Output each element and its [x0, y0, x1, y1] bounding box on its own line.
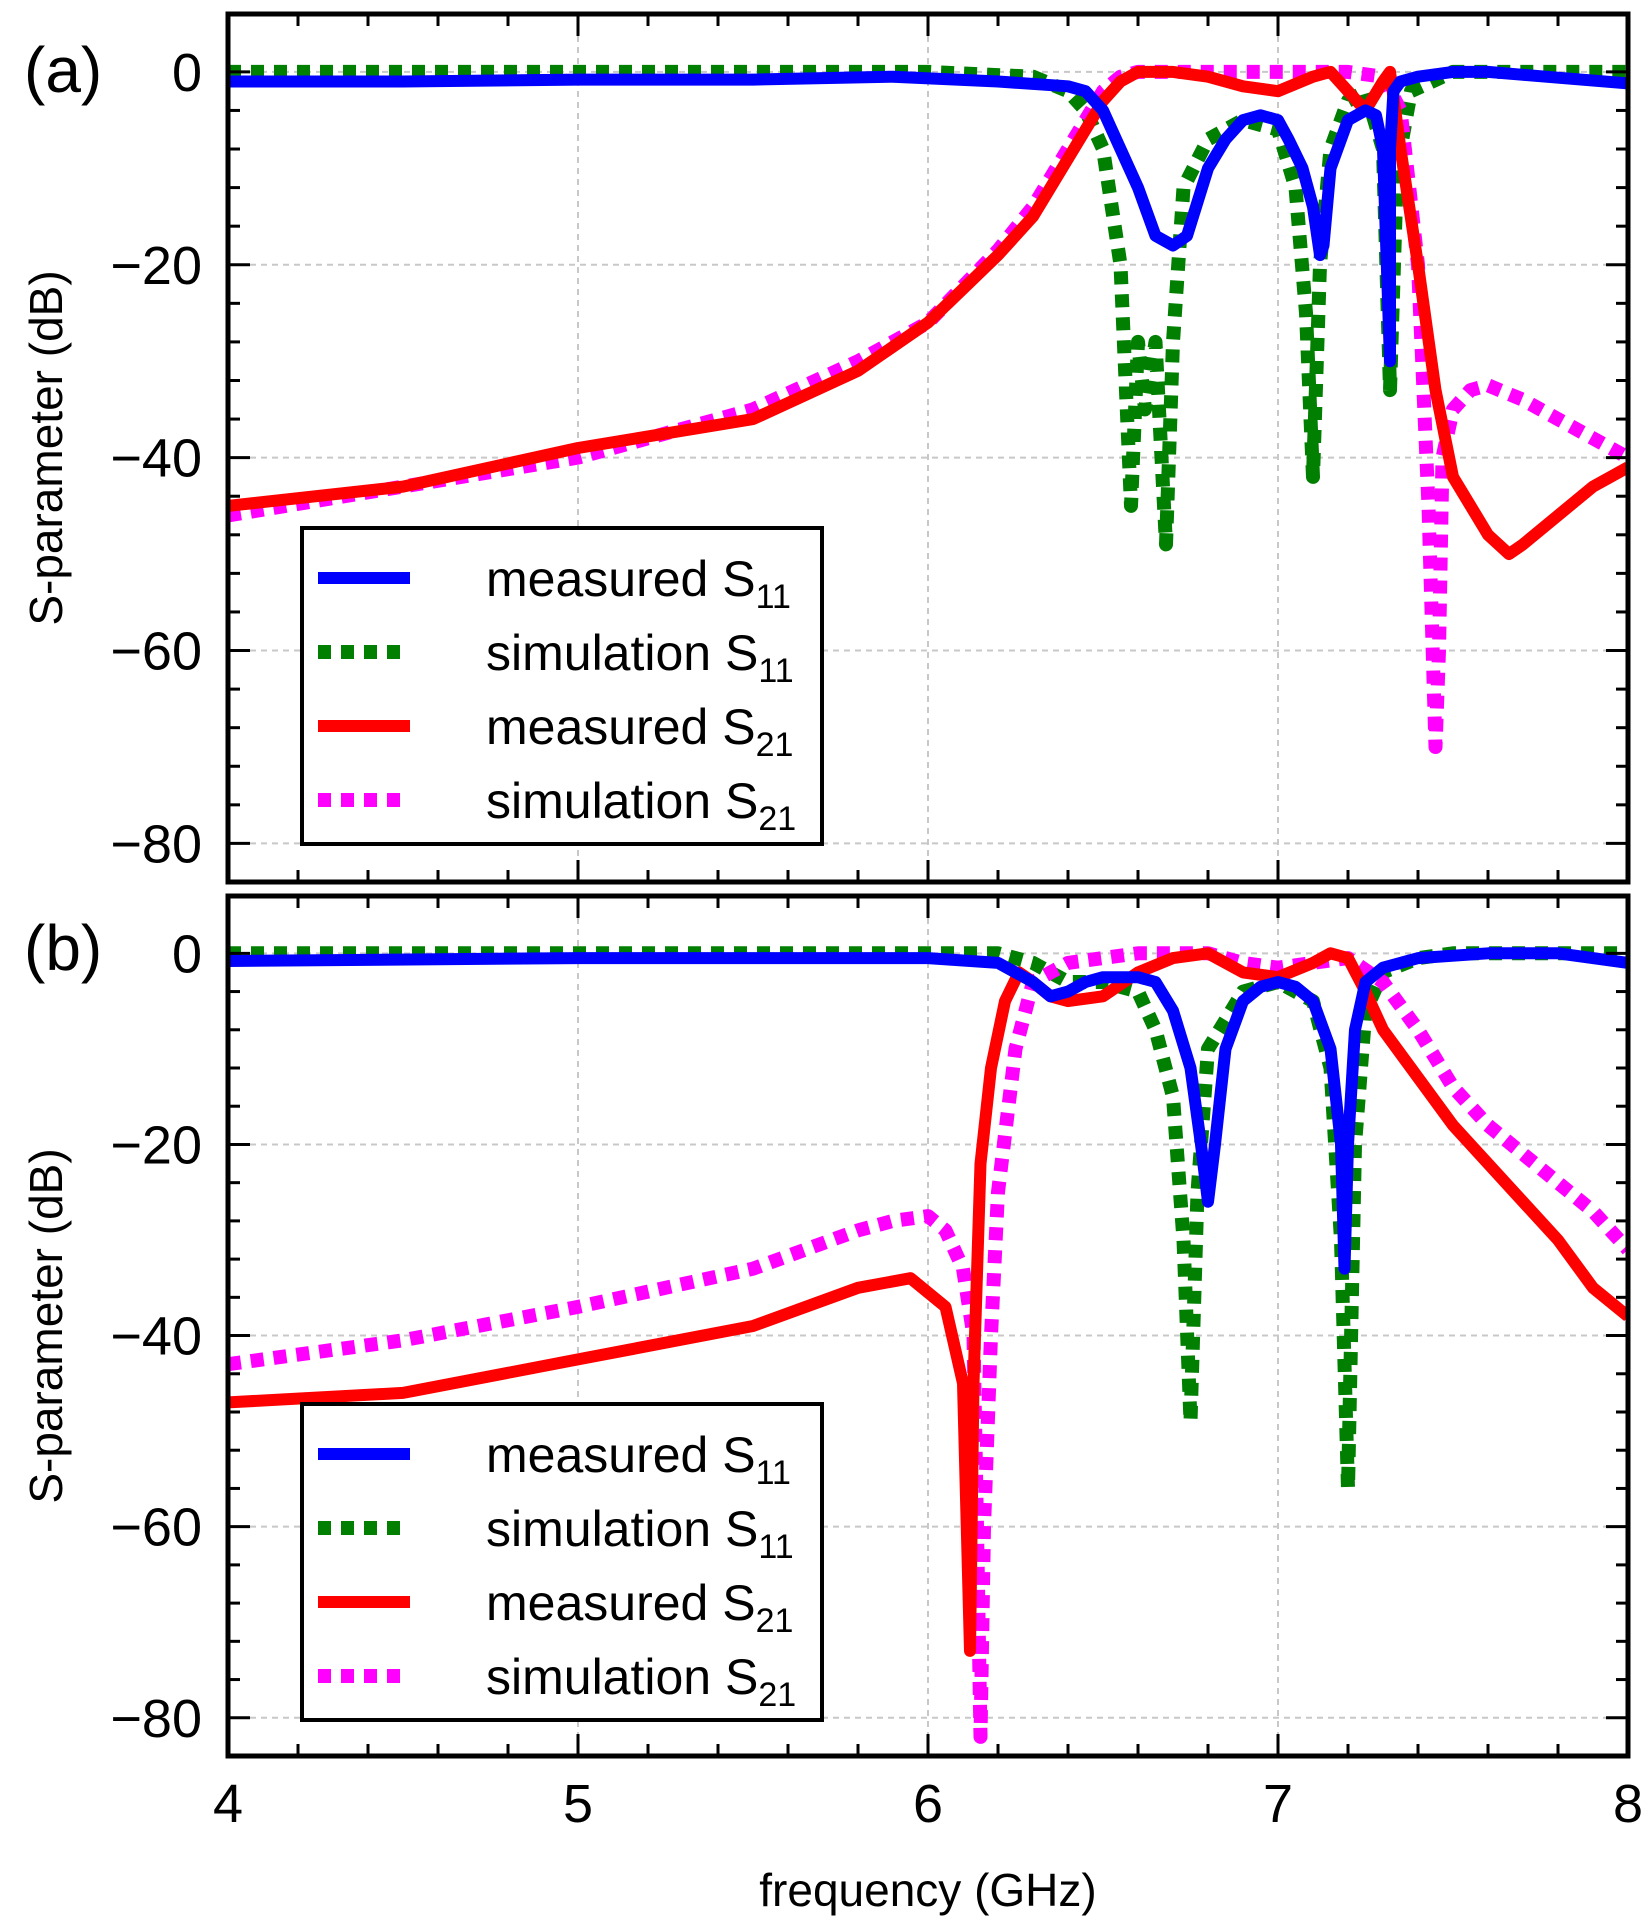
- legend-label: measured S21: [486, 699, 793, 764]
- series-line-simulation-s21: [228, 64, 1628, 754]
- legend-label: measured S11: [486, 1427, 791, 1492]
- series-line-simulation-s21: [228, 946, 1628, 1744]
- series-line-measured-s21: [228, 65, 1628, 561]
- y-tick-label: −20: [110, 236, 202, 296]
- legend-label: simulation S21: [486, 1649, 796, 1714]
- series-line-measured-s11: [228, 947, 1628, 1275]
- legend-label: simulation S11: [486, 1501, 794, 1566]
- y-tick-label: −40: [110, 1307, 202, 1367]
- panel-a-ticks: [226, 14, 1630, 882]
- series-line-measured-s21: [228, 947, 1628, 1657]
- y-tick-label: −80: [110, 1689, 202, 1749]
- x-axis-label: frequency (GHz): [759, 1864, 1096, 1916]
- x-tick-label: 8: [1613, 1774, 1643, 1834]
- panel-a-plot-area: [228, 64, 1628, 754]
- panel-a-label: (a): [24, 34, 102, 106]
- panel-a-legend: measured S11 simulation S11 measured S21 si…: [300, 526, 824, 846]
- panel-b-tick-labels: 0 −20 −40 −60 −804 5 6 7 8: [110, 924, 1643, 1834]
- legend-label: simulation S11: [486, 625, 794, 690]
- panel-b-legend: measured S11 simulation S11 measured S21 si…: [300, 1402, 824, 1722]
- y-tick-label: 0: [172, 924, 202, 984]
- y-tick-label: −60: [110, 1498, 202, 1558]
- panel-b-ticks: [226, 896, 1630, 1756]
- panel-b-label: (b): [24, 912, 102, 984]
- panel-b-chart: 0−20−40−60−804 5 6 7 8 (b) S-parameter (dB) …: [20, 893, 1643, 1916]
- y-tick-label: −20: [110, 1115, 202, 1175]
- x-tick-label: 5: [563, 1774, 593, 1834]
- series-line-measured-s11: [228, 65, 1628, 368]
- panel-b-y-axis-label: S-parameter (dB): [20, 1148, 72, 1503]
- panel-a-chart: 0 −20 −40 −60 −80 (a) S-parameter (dB) measu…: [20, 11, 1631, 885]
- y-tick-label: −60: [110, 622, 202, 682]
- y-tick-label: 0: [172, 43, 202, 103]
- x-tick-label: 6: [913, 1774, 943, 1834]
- panel-a-tick-labels: 0 −20 −40 −60 −80: [110, 43, 202, 875]
- x-tick-label: 7: [1263, 1774, 1293, 1834]
- legend-label: measured S21: [486, 1575, 793, 1640]
- series-line-simulation-s11: [228, 946, 1628, 1496]
- y-tick-label: −40: [110, 429, 202, 489]
- y-tick-label: −80: [110, 814, 202, 874]
- x-tick-label: 4: [213, 1774, 243, 1834]
- legend-label: measured S11: [486, 551, 791, 616]
- panel-a-y-axis-label: S-parameter (dB): [20, 270, 72, 625]
- legend-label: simulation S21: [486, 773, 796, 838]
- panel-b-plot-area: [228, 946, 1628, 1744]
